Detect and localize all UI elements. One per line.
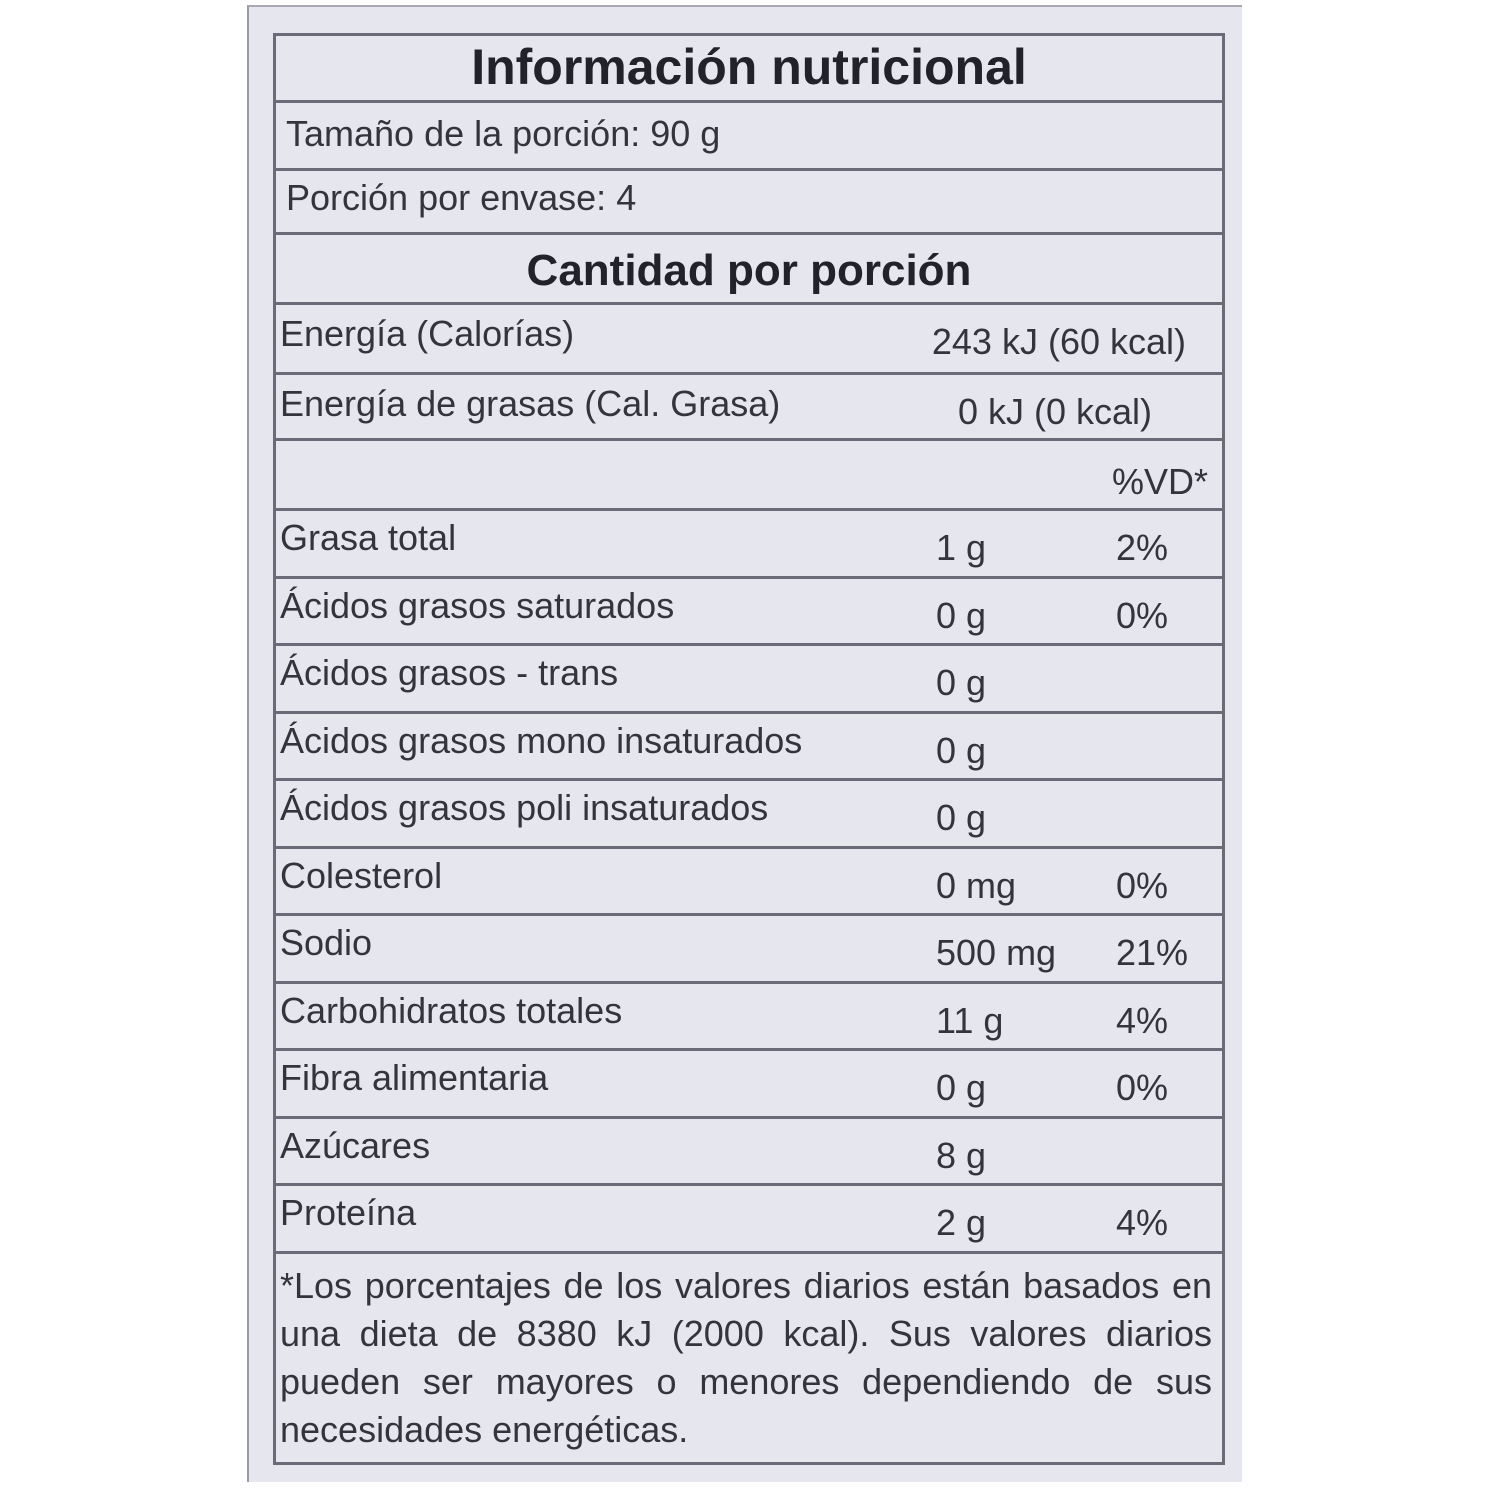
nutrient-amount: 11 g (936, 999, 1004, 1041)
nutrient-dv: 0% (1116, 1067, 1169, 1108)
dv-header: %VD* (1111, 461, 1208, 502)
nutrition-facts-table: Información nutricional Tamaño de la por… (273, 33, 1225, 1465)
nutrient-amount: 0 g (936, 662, 987, 703)
nutrient-amount: 500 mg (936, 932, 1057, 973)
nutrient-amount: 0 g (936, 594, 987, 636)
nutrient-dv: 4% (1116, 1202, 1169, 1243)
nutrient-amount: 8 g (936, 1134, 987, 1176)
label-card (247, 5, 1242, 1482)
nutrient-row: Proteína 2 g 4% (276, 1186, 1222, 1254)
energy-fat-label: Energía de grasas (Cal. Grasa) (280, 383, 781, 424)
energy-row: Energía (Calorías) 243 kJ (60 kcal) (276, 305, 1222, 375)
nutrient-amount: 0 g (936, 1067, 987, 1108)
nutrient-name: Proteína (280, 1192, 417, 1233)
dv-header-row: %VD* (276, 441, 1222, 511)
nutrient-name: Fibra alimentaria (280, 1057, 549, 1098)
nutrient-name: Ácidos grasos saturados (280, 584, 675, 626)
energy-fat-value: 0 kJ (0 kcal) (957, 391, 1152, 432)
nutrient-row: Ácidos grasos saturados 0 g 0% (276, 579, 1222, 646)
nutrient-dv: 0% (1116, 594, 1169, 636)
nutrient-dv: 0% (1116, 864, 1169, 906)
nutrient-row: Carbohidratos totales 11 g 4% (276, 984, 1222, 1051)
nutrient-row: Azúcares 8 g (276, 1119, 1222, 1186)
nutrient-name: Grasa total (280, 517, 457, 558)
energy-fat-row: Energía de grasas (Cal. Grasa) 0 kJ (0 k… (276, 375, 1222, 441)
nutrient-amount: 0 g (936, 729, 987, 771)
nutrient-row: Fibra alimentaria 0 g 0% (276, 1051, 1222, 1119)
nutrient-row: Ácidos grasos - trans 0 g (276, 646, 1222, 714)
nutrient-name: Ácidos grasos mono insaturados (280, 719, 803, 761)
nutrient-amount: 2 g (936, 1202, 987, 1243)
nutrient-name: Sodio (280, 922, 373, 963)
energy-label: Energía (Calorías) (280, 313, 575, 354)
amount-per-serving-heading: Cantidad por porción (276, 235, 1222, 305)
nutrient-row: Ácidos grasos poli insaturados 0 g (276, 781, 1222, 849)
nutrient-name: Ácidos grasos - trans (280, 652, 619, 693)
nutrient-name: Carbohidratos totales (280, 989, 623, 1031)
nutrient-row: Grasa total 1 g 2% (276, 511, 1222, 579)
footnote: *Los porcentajes de los valores diarios … (280, 1264, 1212, 1450)
serving-size-row: Tamaño de la porción: 90 g (276, 103, 1222, 171)
nutrient-name: Ácidos grasos poli insaturados (280, 787, 769, 828)
nutrient-name: Colesterol (280, 854, 443, 896)
nutrient-dv: 4% (1116, 999, 1169, 1041)
nutrient-name: Azúcares (280, 1124, 431, 1166)
nutrient-amount: 1 g (936, 527, 987, 568)
servings-per-container: Porción por envase: 4 (286, 177, 637, 218)
nutrient-dv: 2% (1116, 527, 1169, 568)
nutrient-amount: 0 mg (936, 864, 1017, 906)
label-title: Información nutricional (276, 36, 1222, 103)
nutrient-row: Ácidos grasos mono insaturados 0 g (276, 714, 1222, 781)
servings-per-container-row: Porción por envase: 4 (276, 171, 1222, 235)
nutrient-dv: 21% (1116, 932, 1189, 973)
serving-size: Tamaño de la porción: 90 g (286, 113, 721, 154)
energy-value: 243 kJ (60 kcal) (931, 321, 1186, 362)
nutrient-row: Sodio 500 mg 21% (276, 916, 1222, 984)
nutrient-row: Colesterol 0 mg 0% (276, 849, 1222, 916)
nutrient-amount: 0 g (936, 797, 987, 838)
